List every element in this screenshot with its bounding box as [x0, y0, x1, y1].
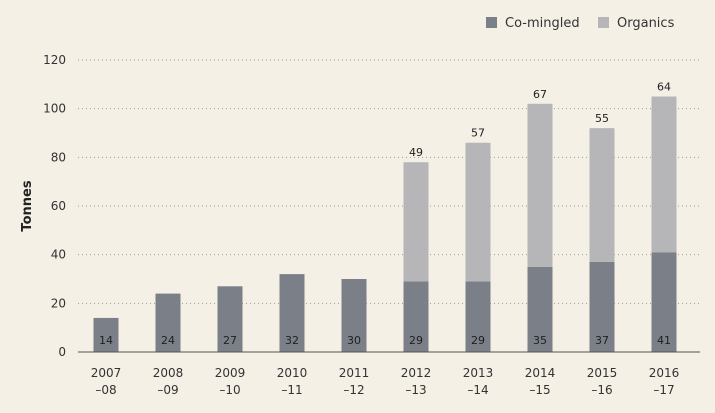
bar-value-label: 35 [533, 334, 547, 347]
bar-co-mingled [589, 261, 615, 352]
bar-co-mingled [279, 274, 305, 352]
bar-total-label: 57 [471, 127, 485, 140]
legend-label-organics: Organics [617, 16, 675, 31]
bar-co-mingled [217, 286, 243, 352]
y-axis-label: Tonnes [20, 180, 35, 231]
x-tick-label-year: 2010 [277, 366, 308, 380]
bar-co-mingled [93, 317, 119, 352]
bar-value-label: 29 [471, 334, 485, 347]
bar-value-label: 14 [99, 334, 113, 347]
x-tick-label-suffix: –14 [467, 383, 488, 397]
y-tick-label: 20 [51, 296, 66, 310]
y-tick-label: 60 [51, 199, 66, 213]
bar-organics [651, 96, 677, 253]
x-tick-label-suffix: –17 [653, 383, 674, 397]
y-tick-label: 0 [58, 345, 66, 359]
bar-total-label: 49 [409, 146, 423, 159]
y-tick-label: 120 [43, 53, 66, 67]
legend-label-co-mingled: Co-mingled [505, 16, 580, 31]
x-tick-label-year: 2013 [463, 366, 494, 380]
x-tick-label-year: 2011 [339, 366, 370, 380]
bar-value-label: 30 [347, 334, 361, 347]
x-tick-label-year: 2012 [401, 366, 432, 380]
x-tick-label-year: 2008 [153, 366, 184, 380]
bar-value-label: 41 [657, 334, 671, 347]
x-tick-label-suffix: –09 [157, 383, 178, 397]
bar-value-label: 32 [285, 334, 299, 347]
x-tick-label-year: 2007 [91, 366, 122, 380]
legend: Co-mingled Organics [486, 16, 675, 31]
bar-co-mingled [527, 266, 553, 352]
x-tick-label-year: 2014 [525, 366, 556, 380]
bar-total-label: 55 [595, 112, 609, 125]
bar-total-label: 64 [657, 81, 671, 94]
legend-swatch-organics [598, 17, 609, 28]
x-tick-label-suffix: –11 [281, 383, 302, 397]
bar-value-label: 27 [223, 334, 237, 347]
x-tick-label-suffix: –12 [343, 383, 364, 397]
bars: 14 24 27 32 30 29 49 29 57 35 67 37 55 41 64 [93, 81, 677, 352]
bar-co-mingled [651, 252, 677, 352]
bar-organics [403, 162, 429, 282]
bar-organics [527, 103, 553, 267]
x-tick-label-year: 2009 [215, 366, 246, 380]
x-tick-label-suffix: –15 [529, 383, 550, 397]
y-tick-label: 100 [43, 102, 66, 116]
bar-co-mingled [465, 281, 491, 352]
bar-value-label: 24 [161, 334, 175, 347]
x-tick-label-suffix: –10 [219, 383, 240, 397]
bar-co-mingled [155, 293, 181, 352]
y-axis-ticks: 0 20 40 60 80 100 120 [43, 53, 66, 359]
x-tick-label-year: 2015 [587, 366, 618, 380]
bar-value-label: 29 [409, 334, 423, 347]
y-tick-label: 80 [51, 150, 66, 164]
x-tick-label-suffix: –16 [591, 383, 612, 397]
bar-co-mingled [403, 281, 429, 352]
legend-swatch-co-mingled [486, 17, 497, 28]
x-tick-label-year: 2016 [649, 366, 680, 380]
x-axis-ticks: 2007 –08 2008 –09 2009 –10 2010 –11 2011 –12 2012 –… [91, 366, 680, 397]
x-tick-label-suffix: –13 [405, 383, 426, 397]
bar-value-label: 37 [595, 334, 609, 347]
bar-organics [465, 142, 491, 282]
x-tick-label-suffix: –08 [95, 383, 116, 397]
bar-co-mingled [341, 279, 367, 352]
bar-total-label: 67 [533, 88, 547, 101]
bar-organics [589, 128, 615, 262]
y-tick-label: 40 [51, 248, 66, 262]
